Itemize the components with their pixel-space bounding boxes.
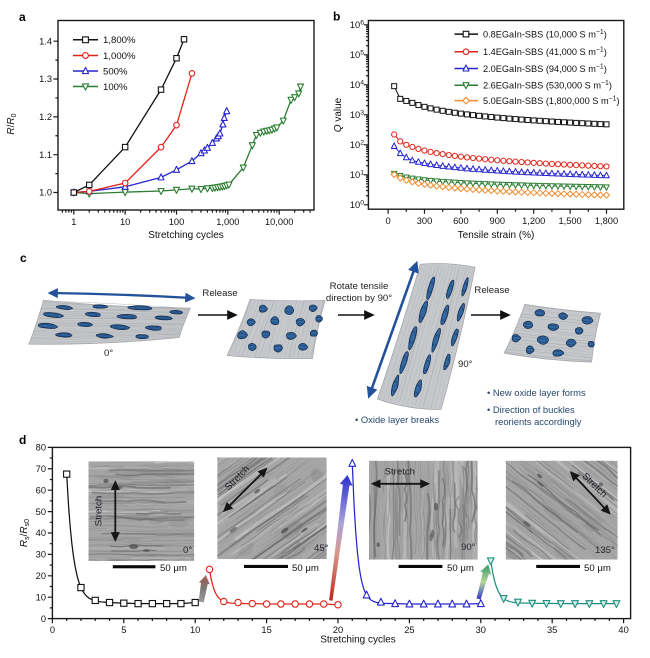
- svg-text:90°: 90°: [461, 542, 476, 553]
- svg-text:600: 600: [453, 216, 469, 226]
- svg-text:• Direction of buckles: • Direction of buckles: [487, 404, 575, 415]
- svg-text:R/R0: R/R0: [6, 113, 18, 134]
- svg-text:70: 70: [36, 464, 46, 474]
- svg-text:80: 80: [36, 443, 46, 453]
- svg-text:50 μm: 50 μm: [447, 563, 474, 574]
- svg-text:direction by 90°: direction by 90°: [326, 293, 392, 304]
- svg-text:300: 300: [417, 216, 433, 226]
- svg-text:900: 900: [490, 216, 506, 226]
- svg-text:0: 0: [50, 625, 55, 635]
- svg-text:Q value: Q value: [333, 97, 344, 132]
- svg-text:45°: 45°: [314, 543, 329, 554]
- svg-text:Stretching cycles: Stretching cycles: [148, 230, 224, 241]
- svg-text:2.0EGaIn-SBS (94,000 S m−1): 2.0EGaIn-SBS (94,000 S m−1): [483, 63, 607, 74]
- svg-text:50 μm: 50 μm: [160, 563, 187, 574]
- svg-text:100: 100: [350, 200, 364, 211]
- svg-text:10,000: 10,000: [265, 217, 293, 227]
- svg-text:0°: 0°: [104, 348, 113, 359]
- svg-text:90°: 90°: [458, 359, 473, 370]
- svg-text:1.4EGaIn-SBS (41,000 S m−1): 1.4EGaIn-SBS (41,000 S m−1): [483, 47, 607, 58]
- svg-text:20: 20: [333, 625, 343, 635]
- svg-text:1.1: 1.1: [39, 150, 52, 160]
- svg-text:0: 0: [41, 614, 46, 624]
- svg-text:Release: Release: [474, 285, 509, 296]
- svg-text:101: 101: [350, 170, 364, 181]
- svg-text:100: 100: [169, 217, 185, 227]
- svg-text:103: 103: [350, 110, 364, 121]
- svg-text:0.8EGaIn-SBS (10,000 S m−1): 0.8EGaIn-SBS (10,000 S m−1): [483, 29, 607, 40]
- svg-text:40: 40: [618, 625, 628, 635]
- svg-text:reorients accordingly: reorients accordingly: [495, 416, 582, 427]
- svg-text:• New oxide layer forms: • New oxide layer forms: [487, 387, 586, 398]
- svg-text:c: c: [20, 251, 27, 265]
- svg-text:30: 30: [476, 625, 486, 635]
- svg-text:1.0: 1.0: [39, 188, 52, 198]
- svg-text:10: 10: [120, 217, 130, 227]
- svg-text:b: b: [333, 10, 340, 24]
- svg-text:40: 40: [36, 528, 46, 538]
- svg-text:60: 60: [36, 485, 46, 495]
- svg-text:1.3: 1.3: [39, 74, 52, 84]
- svg-text:1,000%: 1,000%: [103, 51, 136, 62]
- svg-text:1.4: 1.4: [39, 36, 52, 46]
- svg-text:35: 35: [547, 625, 557, 635]
- svg-text:20: 20: [36, 571, 46, 581]
- svg-text:Stretching cycles: Stretching cycles: [320, 635, 396, 646]
- svg-text:2.6EGaIn-SBS (530,000 S m−1): 2.6EGaIn-SBS (530,000 S m−1): [483, 80, 612, 91]
- svg-text:10: 10: [36, 592, 46, 602]
- svg-text:1,800%: 1,800%: [103, 35, 136, 46]
- svg-text:102: 102: [350, 140, 364, 151]
- svg-text:1.2: 1.2: [39, 112, 52, 122]
- svg-text:a: a: [19, 10, 26, 24]
- svg-text:Tensile strain (%): Tensile strain (%): [458, 230, 535, 241]
- svg-text:Release: Release: [202, 288, 237, 299]
- svg-text:50: 50: [36, 507, 46, 517]
- svg-text:100%: 100%: [103, 82, 128, 93]
- svg-text:500%: 500%: [103, 66, 128, 77]
- svg-text:Rs/Rs0: Rs/Rs0: [19, 519, 31, 547]
- svg-text:1,500: 1,500: [558, 216, 581, 226]
- svg-text:Stretch: Stretch: [385, 467, 415, 478]
- svg-text:1: 1: [71, 217, 76, 227]
- svg-text:1,000: 1,000: [216, 217, 239, 227]
- svg-text:50 μm: 50 μm: [292, 563, 319, 574]
- svg-text:10: 10: [190, 625, 200, 635]
- svg-text:Rotate tensile: Rotate tensile: [330, 281, 389, 292]
- svg-text:106: 106: [350, 20, 364, 31]
- svg-text:1,800: 1,800: [595, 216, 618, 226]
- svg-text:104: 104: [350, 80, 364, 91]
- svg-text:5.0EGaIn-SBS (1,800,000 S m−1): 5.0EGaIn-SBS (1,800,000 S m−1): [483, 96, 620, 107]
- svg-text:25: 25: [404, 625, 414, 635]
- svg-text:15: 15: [261, 625, 271, 635]
- svg-text:0°: 0°: [183, 545, 192, 556]
- svg-text:135°: 135°: [595, 545, 615, 556]
- svg-text:Stretch: Stretch: [94, 496, 105, 526]
- svg-text:50 μm: 50 μm: [584, 563, 611, 574]
- svg-text:5: 5: [121, 625, 126, 635]
- svg-text:• Oxide layer breaks: • Oxide layer breaks: [355, 414, 439, 425]
- svg-text:105: 105: [350, 50, 364, 61]
- svg-text:1,200: 1,200: [522, 216, 545, 226]
- svg-text:d: d: [19, 433, 26, 447]
- svg-text:30: 30: [36, 550, 46, 560]
- svg-text:0: 0: [386, 216, 391, 226]
